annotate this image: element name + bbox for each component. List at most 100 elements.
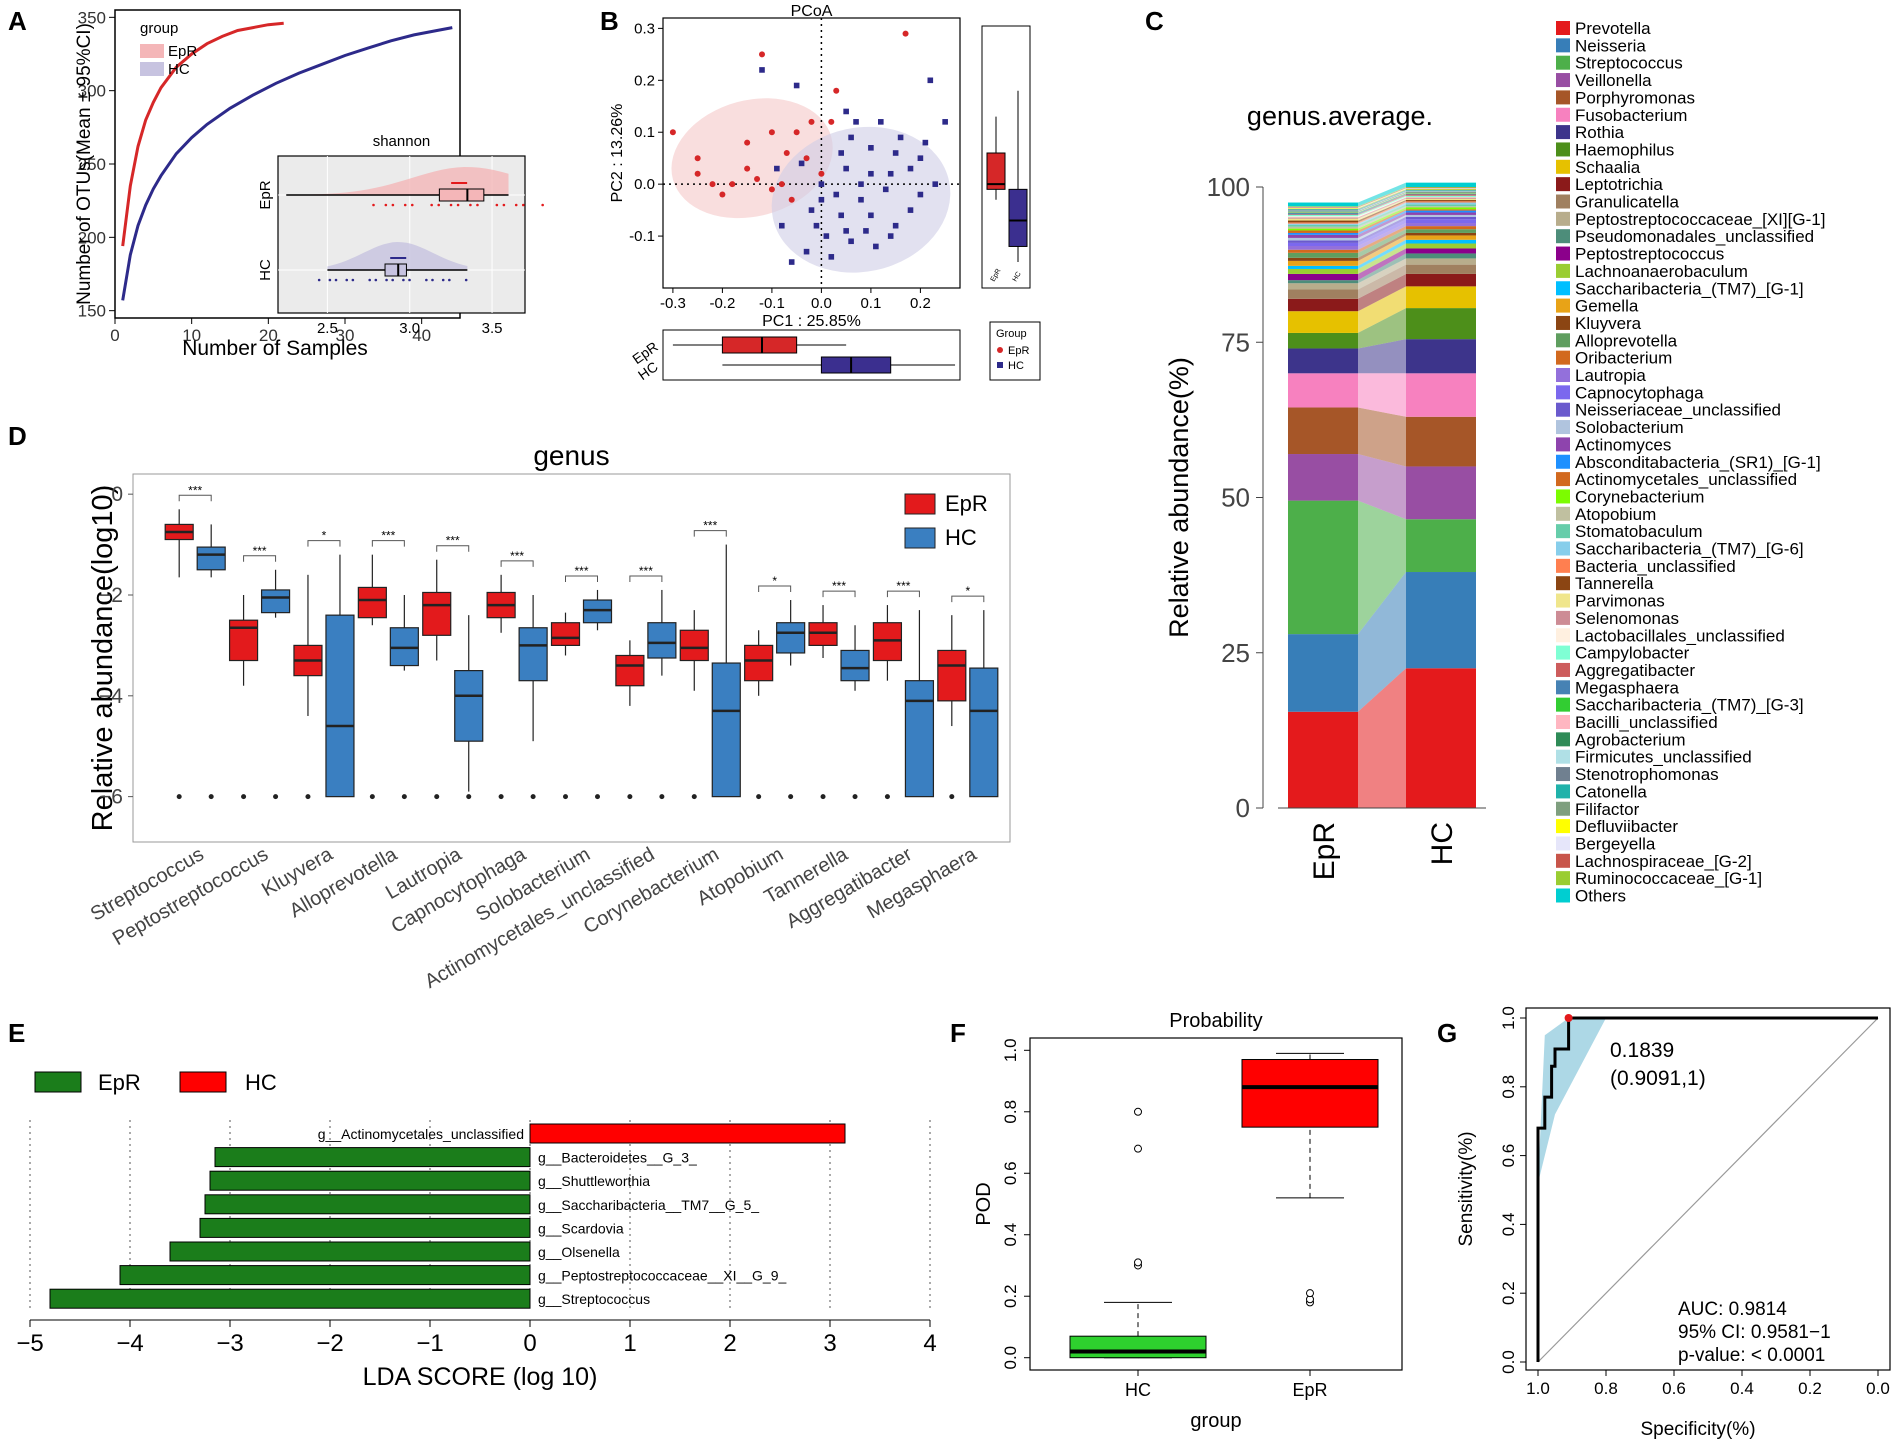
stack-segment-epr <box>1288 226 1358 229</box>
stack-segment-hc <box>1406 264 1476 274</box>
inset-jitter-point <box>384 203 388 207</box>
stack-segment-epr <box>1288 273 1358 281</box>
lda-bar-label: g__Saccharibacteria__TM7__G_5_ <box>538 1197 759 1213</box>
pvalue-label: p-value: < 0.0001 <box>1678 1345 1825 1366</box>
outlier-hc <box>466 794 472 800</box>
legend-label: HC <box>1008 360 1024 372</box>
y-tick-label: 0.0 <box>1001 1346 1020 1370</box>
legend-label: Solobacterium <box>1575 418 1684 437</box>
legend-label: Catonella <box>1575 782 1647 801</box>
box-hc <box>647 622 677 659</box>
stack-segment-epr <box>1288 298 1358 312</box>
y-tick-label: 0 <box>1236 793 1250 823</box>
stack-flow <box>1358 253 1406 284</box>
hc-point <box>838 212 844 219</box>
stack-segment-hc <box>1406 239 1476 244</box>
lda-bar-hc <box>529 1123 846 1144</box>
outlier-point <box>1306 1289 1314 1298</box>
epr-point <box>808 118 815 125</box>
hc-point <box>779 222 785 229</box>
lda-bar-epr <box>204 1194 531 1215</box>
x-tick-label: 0 <box>523 1330 536 1357</box>
stack-segment-epr <box>1288 214 1358 217</box>
stack-segment-epr <box>1288 211 1358 213</box>
legend-label: Lachnospiraceae_[G-2] <box>1575 852 1752 871</box>
hc-point <box>878 119 884 125</box>
hc-point <box>798 160 805 167</box>
y-tick-label: 1.0 <box>1001 1038 1020 1062</box>
stack-flow <box>1358 572 1406 712</box>
legend-swatch <box>1556 298 1570 313</box>
stack-segment-hc <box>1406 195 1476 197</box>
lda-bar-label: g__Streptococcus <box>538 1291 650 1307</box>
stack-segment-hc <box>1406 209 1476 211</box>
box-hc <box>840 649 870 682</box>
threshold-ci-label: (0.9091,1) <box>1610 1067 1706 1090</box>
panel-letter-e: E <box>8 1018 25 1048</box>
stack-flow <box>1358 196 1406 218</box>
stack-segment-epr <box>1288 218 1358 221</box>
stack-flow <box>1358 219 1406 246</box>
y-tick-label: 0.2 <box>634 72 655 89</box>
legend-swatch <box>1556 645 1570 660</box>
box-hc <box>454 670 484 742</box>
hc-point <box>942 119 948 125</box>
lda-bar-epr <box>214 1147 531 1168</box>
legend-label: Lautropia <box>1575 366 1646 385</box>
stack-segment-epr <box>1288 217 1358 219</box>
epr-point <box>803 155 810 162</box>
y-tick-label: 0.1 <box>634 124 655 141</box>
epr-point <box>669 129 676 136</box>
hc-point <box>848 238 854 245</box>
x-tick-label: -0.3 <box>660 295 686 312</box>
panel-letter-a: A <box>8 6 27 36</box>
inset-jitter-point <box>456 203 460 207</box>
inset-jitter-point <box>430 203 433 207</box>
box-hc <box>776 622 806 654</box>
inset-jitter-point <box>317 278 321 282</box>
outlier-point <box>1134 1258 1142 1267</box>
legend-swatch <box>1556 90 1570 105</box>
y-tick-label: 100 <box>1207 172 1250 202</box>
legend-swatch-epr <box>904 493 936 515</box>
significance-bracket <box>951 595 985 603</box>
outlier-point <box>1134 1107 1142 1116</box>
inset-jitter-point <box>448 278 451 282</box>
legend-label: EpR <box>1008 345 1029 357</box>
legend-swatch <box>1556 680 1570 695</box>
significance-stars: * <box>965 584 970 598</box>
box-epr <box>1241 1059 1379 1128</box>
legend-label: Tannerella <box>1575 574 1654 593</box>
stack-segment-hc <box>1406 202 1476 205</box>
legend-label: Lachnoanaerobaculum <box>1575 262 1748 281</box>
outlier-hc <box>595 794 600 800</box>
stack-segment-hc <box>1406 253 1476 259</box>
stack-segment-hc <box>1406 308 1476 340</box>
legend-label: Stenotrophomonas <box>1575 765 1719 784</box>
legend-swatch <box>1556 194 1570 209</box>
x-tick-label: 1.0 <box>1526 1379 1550 1398</box>
hc-point <box>868 212 874 219</box>
legend-title: Group <box>996 328 1027 340</box>
significance-bracket <box>822 590 856 598</box>
inset-y-label: EpR <box>257 180 274 209</box>
legend-label: Firmicutes_unclassified <box>1575 748 1752 767</box>
epr-point <box>759 51 765 58</box>
hc-point <box>927 77 934 84</box>
hc-point <box>843 108 849 115</box>
stack-segment-hc <box>1406 668 1476 808</box>
stack-flow <box>1358 223 1406 250</box>
stack-segment-epr <box>1288 223 1358 225</box>
box-epr <box>422 591 452 636</box>
curve-hc <box>121 26 453 301</box>
legend-swatch <box>1556 402 1570 417</box>
legend-swatch <box>1556 55 1570 70</box>
significance-bracket <box>500 560 534 567</box>
inset-jitter-point <box>408 278 411 282</box>
epr-point <box>729 181 736 188</box>
hc-point <box>843 228 849 234</box>
stack-segment-hc <box>1406 200 1476 202</box>
legend-swatch-epr <box>140 44 164 58</box>
legend-label: Actinomycetales_unclassified <box>1575 470 1797 489</box>
stack-segment-hc <box>1406 193 1476 194</box>
